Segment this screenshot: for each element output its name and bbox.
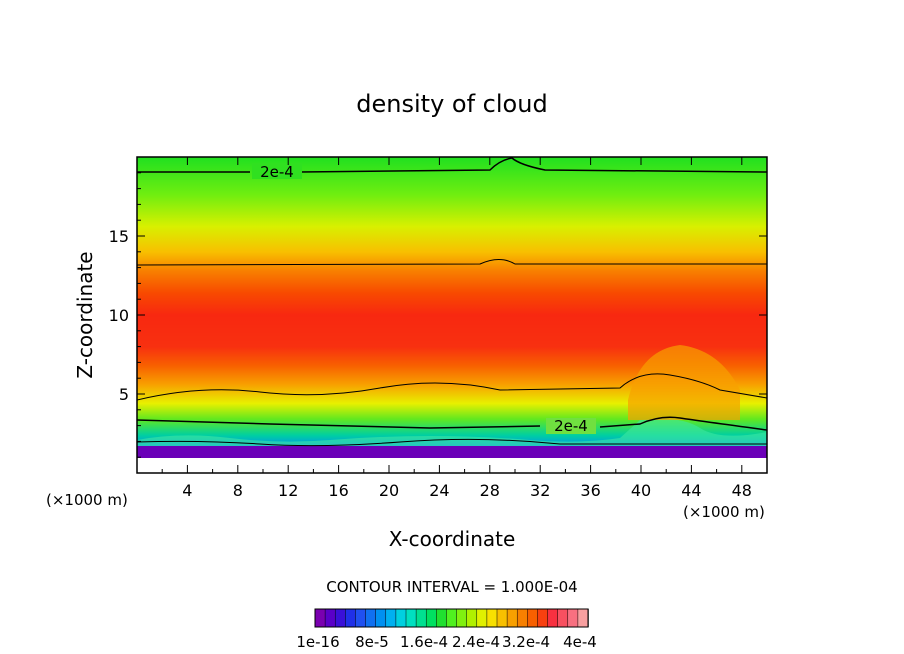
x-tick-label: 48 <box>732 481 752 500</box>
contour-2e-4-upper <box>137 157 767 173</box>
contour-near-ground <box>137 438 767 447</box>
colorbar-swatch <box>375 608 387 628</box>
colorbar-swatch <box>355 608 367 628</box>
contour-label-bg <box>252 163 302 179</box>
contour-label-bg <box>546 418 596 434</box>
contour-upper-mid <box>137 259 767 266</box>
x-tick-label: 32 <box>530 481 550 500</box>
y-axis-label: Z-coordinate <box>73 251 97 378</box>
colorbar-swatch <box>365 608 377 628</box>
below-ground <box>137 458 767 473</box>
colorbar-swatch <box>567 608 579 628</box>
colorbar-swatch <box>466 608 478 628</box>
chart-title: density of cloud <box>356 90 547 118</box>
colorbar-swatch <box>547 608 559 628</box>
colorbar-swatch <box>516 608 529 628</box>
x-tick-label: 12 <box>278 481 298 500</box>
colorbar-label: 2.4e-4 <box>452 633 500 651</box>
y-axis: 5 10 15 <box>109 172 767 458</box>
contour-lower-mid <box>137 373 767 401</box>
x-axis-label: X-coordinate <box>389 527 516 551</box>
colorbar-swatch <box>405 608 417 628</box>
x-tick-label: 16 <box>328 481 348 500</box>
x-tick-label: 44 <box>681 481 701 500</box>
colorbar-swatch <box>476 608 488 628</box>
colorbar-swatch <box>345 608 357 628</box>
x-unit-left: (×1000 m) <box>46 491 128 509</box>
colorbar-labels: 1e-16 8e-5 1.6e-4 2.4e-4 3.2e-4 4e-4 <box>296 633 597 651</box>
colorbar-swatch <box>456 608 468 628</box>
x-unit-right: (×1000 m) <box>683 503 765 521</box>
colorbar-label: 4e-4 <box>563 633 597 651</box>
colorbar-swatch <box>324 608 336 628</box>
colorbar-swatch <box>496 608 508 628</box>
colorbar-swatch <box>537 608 549 628</box>
colorbar-swatch <box>385 608 397 628</box>
colorbar-swatch <box>527 608 539 628</box>
plot-area <box>137 157 767 473</box>
colorbar-swatch <box>557 608 569 628</box>
x-tick-label: 36 <box>580 481 600 500</box>
colorbar-swatch <box>436 608 448 628</box>
contour-label: 2e-4 <box>554 417 588 435</box>
x-tick-label: 40 <box>631 481 651 500</box>
x-axis: 4 8 12 16 20 24 28 32 36 40 44 48 <box>161 157 752 500</box>
colorbar-swatch <box>446 608 458 628</box>
colorbar-label: 3.2e-4 <box>502 633 550 651</box>
colorbar <box>314 608 589 628</box>
colorbar-swatch <box>395 608 407 628</box>
colorbar-label: 1.6e-4 <box>400 633 448 651</box>
colorbar-swatch <box>577 608 589 628</box>
x-tick-label: 24 <box>429 481 449 500</box>
colorbar-swatch <box>486 608 498 628</box>
colorbar-label: 8e-5 <box>355 633 389 651</box>
low-level-structure <box>137 418 767 446</box>
colorbar-frame <box>314 608 589 628</box>
contour-label: 2e-4 <box>260 163 294 181</box>
x-tick-label: 4 <box>182 481 192 500</box>
y-tick-label: 15 <box>109 227 129 246</box>
colorbar-swatch <box>506 608 518 628</box>
colorbar-swatch <box>334 608 347 628</box>
colorbar-swatch <box>415 608 427 628</box>
y-tick-label: 5 <box>119 385 129 404</box>
colorbar-swatch <box>425 608 438 628</box>
contour-interval-text: CONTOUR INTERVAL = 1.000E-04 <box>326 578 577 596</box>
colorbar-swatch <box>314 608 326 628</box>
cloud-plume <box>628 345 740 420</box>
y-tick-label: 10 <box>109 306 129 325</box>
ground-band <box>137 446 767 458</box>
contour-2e-4-lower <box>137 416 767 431</box>
x-tick-label: 20 <box>379 481 399 500</box>
x-tick-label: 8 <box>233 481 243 500</box>
colorbar-label: 1e-16 <box>296 633 339 651</box>
x-tick-label: 28 <box>480 481 500 500</box>
